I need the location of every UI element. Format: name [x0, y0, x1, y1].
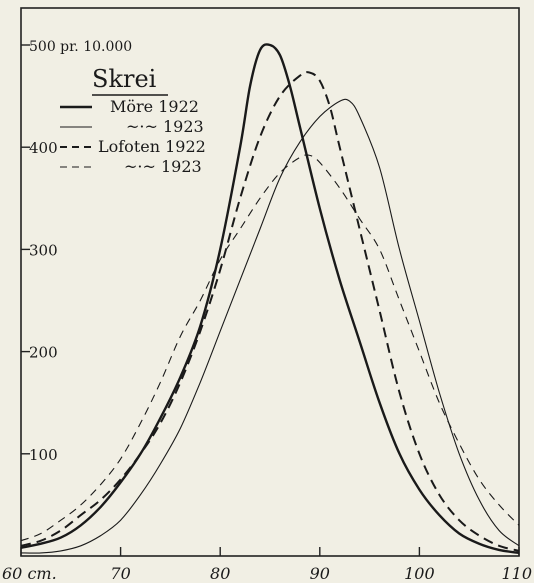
series-layer [20, 43, 520, 555]
legend-label-1: Möre 1922 [110, 97, 199, 116]
chart-title: Skrei [92, 65, 157, 93]
legend-label-2: ~·~ 1923 [126, 117, 204, 136]
legend-label-3: Lofoten 1922 [98, 137, 206, 156]
series-line-1 [20, 43, 520, 555]
series-line-3 [20, 71, 520, 552]
x-tick-label-60: 60 cm. [2, 564, 57, 583]
y-tick-label-400: 400 [29, 139, 58, 157]
x-tick-label-100: 100 [404, 564, 435, 583]
series-line-4 [20, 154, 520, 542]
y-tick-label-200: 200 [29, 344, 58, 362]
x-tick-label-110: 110 [501, 564, 532, 583]
x-axis: 60 cm. 70 80 90 100 110 [2, 547, 532, 583]
x-tick-label-70: 70 [110, 564, 130, 583]
y-tick-label-300: 300 [29, 241, 58, 259]
x-tick-label-90: 90 [310, 564, 330, 583]
y-axis: 100 200 300 400 500 pr. 10.000 [21, 39, 132, 464]
y-tick-label-500: 500 pr. 10.000 [29, 39, 132, 55]
x-tick-label-80: 80 [210, 564, 230, 583]
y-tick-label-100: 100 [29, 446, 58, 464]
plot-frame [20, 7, 520, 557]
series-line-2 [20, 98, 520, 554]
legend-label-4: ~·~ 1923 [124, 157, 202, 176]
